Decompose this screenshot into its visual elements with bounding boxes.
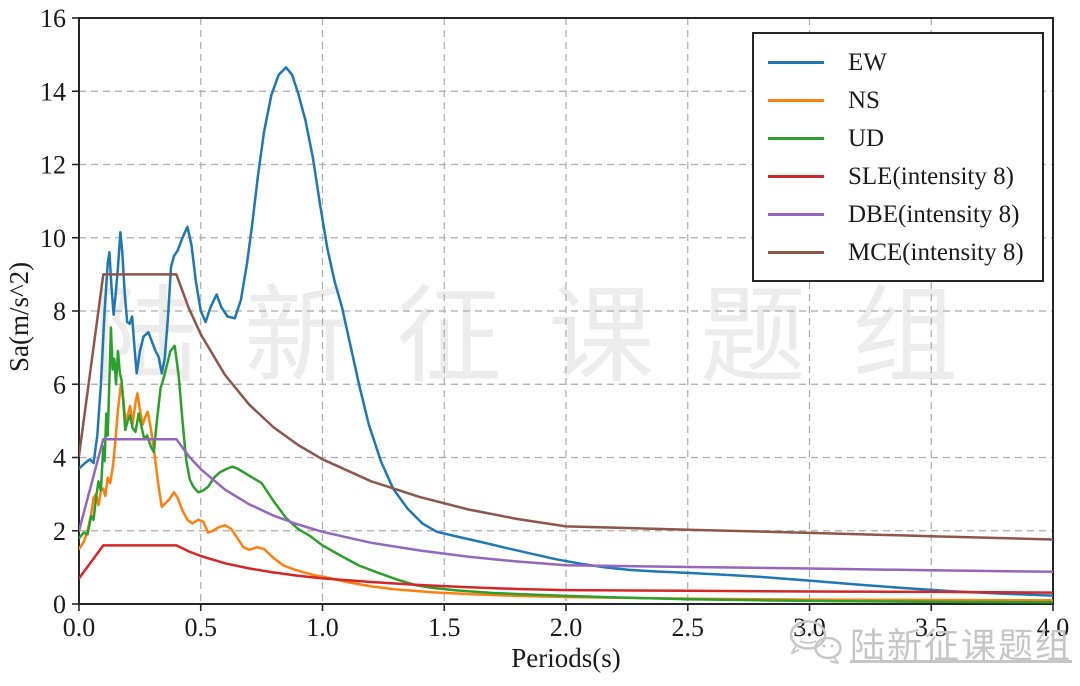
y-axis-label: Sa(m/s^2) [4,261,34,373]
watermark-corner: 陆新征课题组 [786,617,1072,670]
legend-line-swatch [768,250,824,254]
legend-line-swatch [768,60,824,64]
legend-item-sle-intensity-8-: SLE(intensity 8) [754,157,1042,195]
y-tick-label: 14 [40,77,66,106]
legend-label: NS [848,86,880,114]
legend-item-ud: UD [754,119,1042,157]
legend-label: SLE(intensity 8) [848,162,1014,190]
x-tick-label: 2.0 [550,613,583,642]
legend-label: DBE(intensity 8) [848,200,1020,228]
x-tick-label: 4.0 [1037,613,1070,642]
wechat-icon [786,617,844,670]
y-tick-label: 10 [40,224,66,253]
series-line-ew [79,66,1053,597]
series-line-dbe-intensity-8- [79,437,1053,574]
series-line-ns [79,383,1053,602]
legend-line-swatch [768,136,824,140]
y-tick-label: 6 [53,370,66,399]
x-tick-label: 3.5 [915,613,948,642]
x-tick-label: 3.0 [793,613,826,642]
watermark-center: 陆新征课题组 [92,279,1004,396]
legend-line-swatch [768,212,824,216]
legend-line-swatch [768,174,824,178]
series-line-ud [79,326,1053,604]
y-tick-label: 12 [40,151,66,180]
y-tick-label: 8 [53,297,66,326]
y-tick-label: 4 [53,444,66,473]
series-line-mce-intensity-8- [79,273,1053,541]
x-tick-label: 1.0 [306,613,339,642]
y-tick-label: 0 [53,590,66,619]
legend-item-dbe-intensity-8-: DBE(intensity 8) [754,195,1042,233]
legend: EW NS UD SLE(intensity 8) DBE(intensity 8) MC… [752,32,1044,282]
legend-line-swatch [768,98,824,102]
watermark-corner-text: 陆新征课题组 [849,627,1072,666]
x-tick-label: 2.5 [672,613,705,642]
x-tick-label: 0.0 [63,613,96,642]
x-axis-label: Periods(s) [511,643,621,673]
y-tick-label: 2 [53,517,66,546]
legend-label: MCE(intensity 8) [848,238,1024,266]
legend-label: UD [848,124,885,152]
legend-label: EW [848,48,887,76]
x-tick-label: 1.5 [428,613,461,642]
legend-item-ew: EW [754,43,1042,81]
legend-item-mce-intensity-8-: MCE(intensity 8) [754,233,1042,271]
x-tick-label: 0.5 [185,613,218,642]
legend-item-ns: NS [754,81,1042,119]
y-tick-label: 16 [40,4,66,33]
series-line-sle-intensity-8- [79,544,1053,594]
